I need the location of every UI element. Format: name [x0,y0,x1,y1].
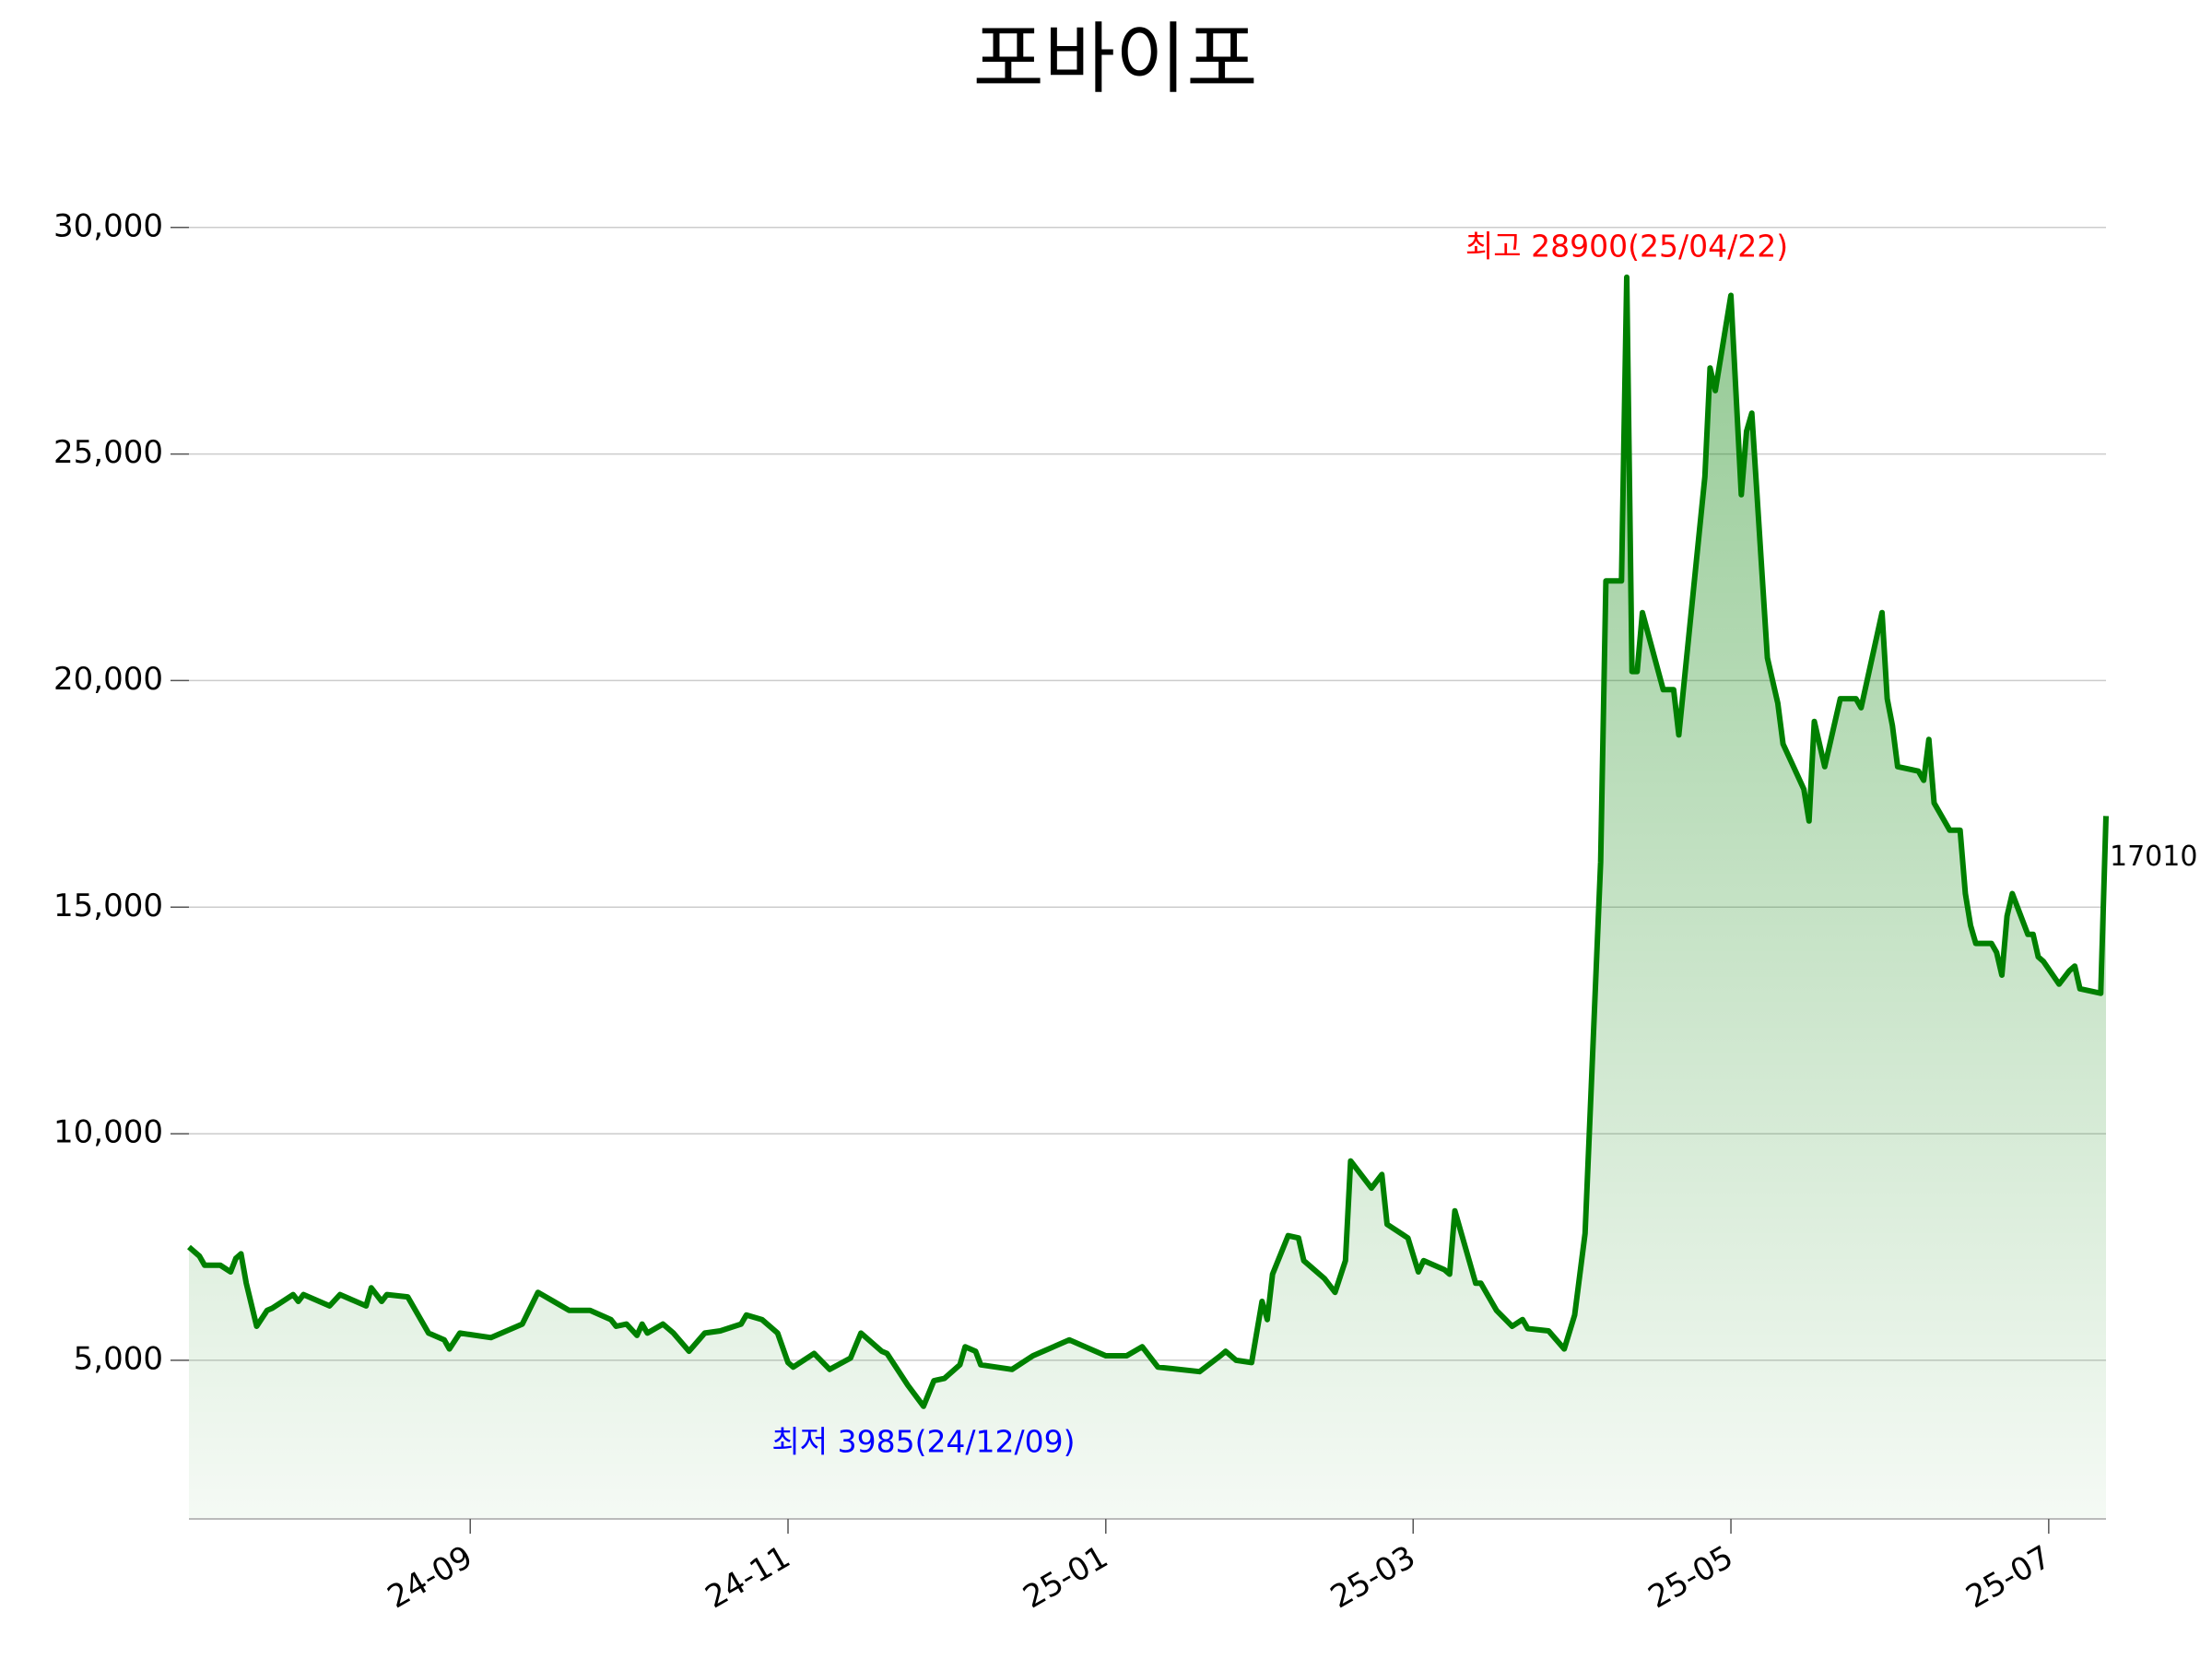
line [187,274,2109,1409]
y-tick-label: 20,000 [53,661,163,698]
y-tick-label: 25,000 [53,434,163,471]
y-tick-label: 15,000 [53,888,163,924]
min-annotation: 최저 3985(24/12/09) [771,1423,1075,1459]
y-tick-label: 10,000 [53,1114,163,1151]
y-tick-label: 5,000 [74,1340,163,1377]
last-annotation: 17010 [2110,841,2197,873]
y-tick-label: 30,000 [53,207,163,244]
x-tick-label: 24-11 [700,1538,797,1616]
max-annotation: 최고 28900(25/04/22) [1465,228,1788,264]
x-tick-label: 25-03 [1324,1538,1422,1616]
x-tick-label: 24-09 [382,1538,479,1616]
chart-title: 포바이포 [972,14,1257,104]
x-tick-label: 25-07 [1960,1538,2058,1616]
area [189,276,2106,1519]
x-tick-label: 25-01 [1017,1538,1114,1616]
x-tick-label: 25-05 [1642,1538,1740,1616]
